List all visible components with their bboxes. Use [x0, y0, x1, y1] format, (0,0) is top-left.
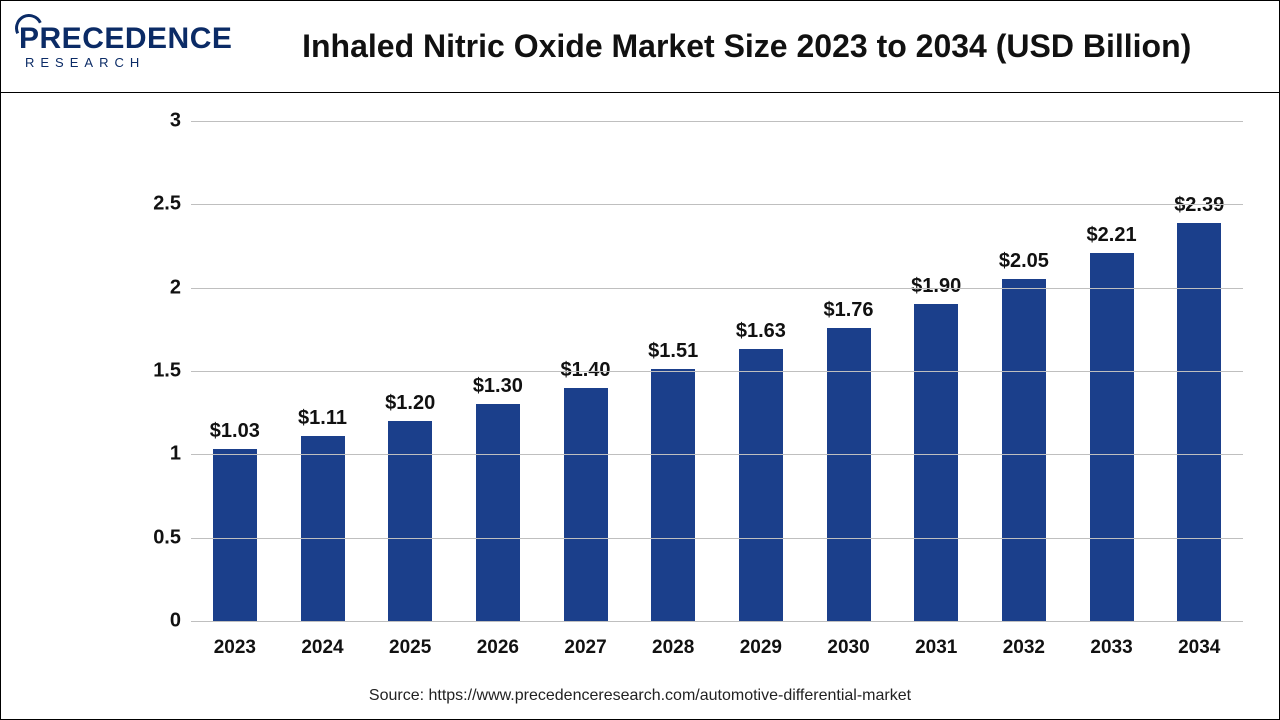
grid-line — [191, 288, 1243, 289]
header: PRECEDENCE RESEARCH Inhaled Nitric Oxide… — [1, 1, 1279, 93]
grid-line — [191, 204, 1243, 205]
x-tick-label: 2023 — [191, 637, 279, 659]
bar-value-label: $1.11 — [298, 407, 347, 430]
y-tick-label: 2 — [121, 276, 181, 299]
chart-area: $1.03$1.11$1.20$1.30$1.40$1.51$1.63$1.76… — [1, 93, 1279, 719]
logo-top-rest: RECEDENCE — [40, 22, 233, 55]
bar — [739, 349, 783, 621]
bar — [1002, 279, 1046, 621]
bar-value-label: $1.51 — [648, 340, 698, 363]
x-tick-label: 2028 — [629, 637, 717, 659]
grid-line — [191, 454, 1243, 455]
grid-line — [191, 538, 1243, 539]
y-tick-label: 3 — [121, 110, 181, 133]
bar — [564, 388, 608, 621]
y-tick-label: 0.5 — [121, 526, 181, 549]
bar-value-label: $1.03 — [210, 420, 260, 443]
bar — [476, 404, 520, 621]
bar-value-label: $1.20 — [385, 392, 435, 415]
bar — [1177, 223, 1221, 621]
bar — [301, 436, 345, 621]
x-tick-label: 2024 — [279, 637, 367, 659]
x-tick-label: 2029 — [717, 637, 805, 659]
x-axis-labels: 2023202420252026202720282029203020312032… — [191, 637, 1243, 659]
x-tick-label: 2030 — [805, 637, 893, 659]
x-tick-label: 2026 — [454, 637, 542, 659]
logo: PRECEDENCE RESEARCH — [19, 24, 232, 69]
bar — [213, 449, 257, 621]
y-tick-label: 1 — [121, 443, 181, 466]
y-tick-label: 0 — [121, 610, 181, 633]
x-tick-label: 2033 — [1068, 637, 1156, 659]
grid-line — [191, 371, 1243, 372]
y-tick-label: 1.5 — [121, 360, 181, 383]
logo-sub: RESEARCH — [25, 56, 145, 69]
x-tick-label: 2031 — [892, 637, 980, 659]
grid-line — [191, 121, 1243, 122]
plot-area: $1.03$1.11$1.20$1.30$1.40$1.51$1.63$1.76… — [191, 121, 1243, 621]
x-tick-label: 2025 — [366, 637, 454, 659]
source-text: Source: https://www.precedenceresearch.c… — [1, 687, 1279, 705]
bar — [388, 421, 432, 621]
bar-value-label: $1.63 — [736, 320, 786, 343]
x-tick-label: 2027 — [542, 637, 630, 659]
bar-value-label: $1.30 — [473, 375, 523, 398]
bar — [914, 304, 958, 621]
chart-title: Inhaled Nitric Oxide Market Size 2023 to… — [272, 28, 1261, 65]
chart-frame: PRECEDENCE RESEARCH Inhaled Nitric Oxide… — [0, 0, 1280, 720]
bar — [1090, 253, 1134, 621]
x-tick-label: 2034 — [1155, 637, 1243, 659]
y-tick-label: 2.5 — [121, 193, 181, 216]
grid-line — [191, 621, 1243, 622]
bar — [651, 369, 695, 621]
bar-value-label: $2.05 — [999, 250, 1049, 273]
bar-value-label: $1.76 — [824, 299, 874, 322]
logo-top: PRECEDENCE — [19, 24, 232, 54]
x-tick-label: 2032 — [980, 637, 1068, 659]
bar-value-label: $2.21 — [1087, 224, 1137, 247]
